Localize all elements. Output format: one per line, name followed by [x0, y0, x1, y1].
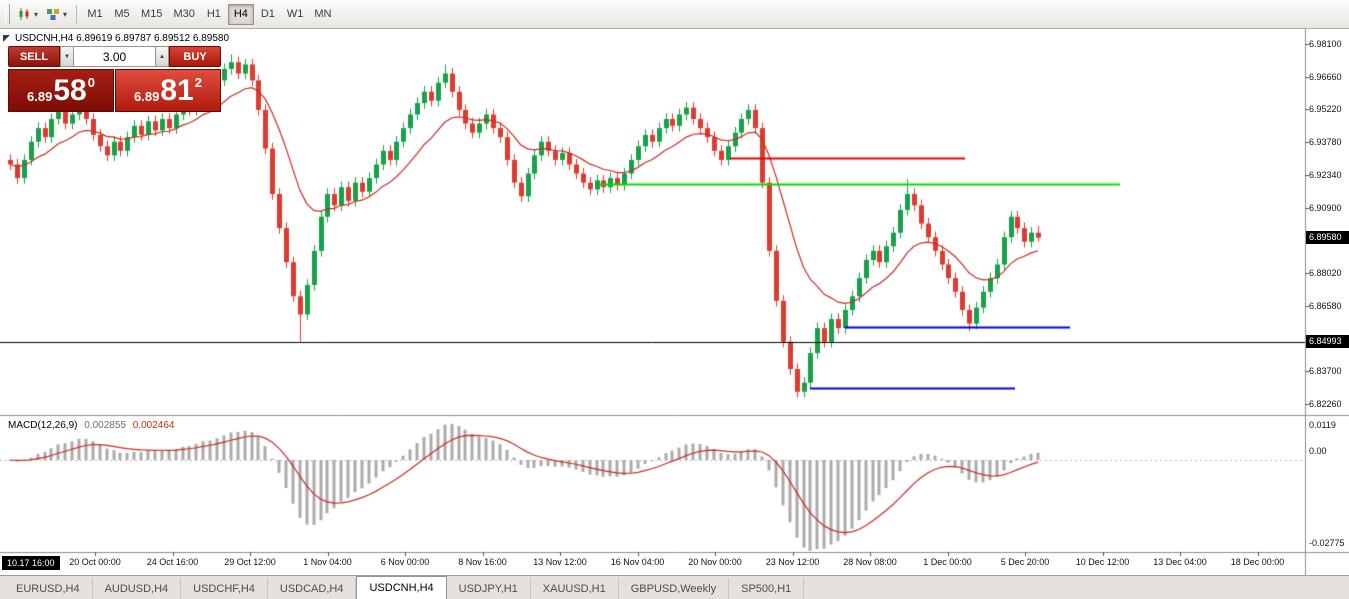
indicators-icon	[47, 8, 60, 20]
sell-price-button[interactable]: 6.89 58 0	[8, 69, 114, 112]
chart-window: USDCNH,H4 6.89619 6.89787 6.89512 6.8958…	[0, 29, 1349, 575]
price-axis-label: 6.90900	[1309, 202, 1342, 213]
timeframe-buttons-group: M1 M5 M15 M30 H1 H4 D1 W1 MN	[82, 3, 336, 25]
price-axis-label: 6.83700	[1309, 366, 1342, 377]
buy-price-button[interactable]: 6.89 81 2	[115, 69, 221, 112]
current-price-tag: 6.89580	[1306, 231, 1349, 244]
time-axis-label: 20 Oct 00:00	[69, 557, 121, 567]
macd-indicator-label: MACD(12,26,9) 0.002855 0.002464	[8, 420, 174, 431]
trade-panel-controls-row: SELL ▼ 3.00 ▲ BUY	[8, 46, 221, 67]
timeframe-m5-button[interactable]: M5	[114, 8, 130, 20]
chart-tab-gbpusd[interactable]: GBPUSD,Weekly	[619, 578, 730, 599]
macd-main-value: 0.002855	[84, 420, 126, 431]
timeframe-d1-button[interactable]: D1	[260, 8, 275, 20]
price-axis-label: 6.82260	[1309, 399, 1342, 410]
time-axis-label: 1 Dec 00:00	[923, 557, 972, 567]
price-axis-label: 6.98100	[1309, 39, 1342, 49]
toolbar-grip[interactable]	[5, 4, 10, 24]
macd-axis-label-zero: 0.00	[1309, 446, 1327, 456]
chart-tabs-bar: EURUSD,H4 AUDUSD,H4 USDCHF,H4 USDCAD,H4 USDC…	[0, 575, 1349, 599]
volume-decrease-button[interactable]: ▼	[60, 46, 74, 67]
buy-price-main: 81	[160, 73, 194, 107]
chart-type-button[interactable]: ▾	[13, 3, 42, 26]
sell-price-pip: 0	[87, 75, 95, 90]
candlestick-chart-icon	[19, 7, 29, 20]
timeframe-mn-button[interactable]: MN	[314, 8, 332, 20]
time-axis-label: 6 Nov 00:00	[380, 557, 430, 567]
timeframes-toolbar: ▾ ▾ M1 M5 M15 M30 H1 H4 D1 W1 MN	[0, 0, 1349, 29]
time-axis-label: 13 Nov 12:00	[533, 557, 587, 567]
chart-tab-usdcnh[interactable]: USDCNH,H4	[356, 576, 447, 599]
time-axis-highlight: 10.17 16:00	[2, 556, 60, 570]
chart-tab-usdjpy[interactable]: USDJPY,H1	[447, 578, 531, 599]
time-axis-label: 28 Nov 08:00	[843, 557, 897, 567]
toolbar-separator	[76, 4, 78, 24]
sell-price-main: 58	[53, 73, 87, 107]
price-axis-label: 6.93780	[1309, 137, 1342, 148]
buy-price-pip: 2	[194, 75, 202, 90]
chart-tab-usdcad[interactable]: USDCAD,H4	[268, 578, 357, 599]
one-click-panel-toggle-icon[interactable]	[3, 35, 10, 42]
sell-button[interactable]: SELL	[8, 46, 60, 67]
chevron-down-icon: ▾	[63, 9, 68, 19]
timeframe-h1-button[interactable]: H1	[206, 8, 221, 20]
timeframe-m15-button[interactable]: M15	[141, 8, 163, 20]
buy-price-prefix: 6.89	[134, 89, 160, 104]
trade-panel-prices-row: 6.89 58 0 6.89 81 2	[8, 69, 221, 112]
timeframe-m30-button[interactable]: M30	[173, 8, 195, 20]
timeframe-w1-button[interactable]: W1	[286, 8, 304, 20]
chart-canvas[interactable]	[0, 29, 1349, 575]
price-axis-label: 6.95220	[1309, 104, 1342, 115]
macd-axis-label-bottom: -0.02775	[1309, 538, 1345, 548]
macd-axis-label-top: 0.0119	[1309, 420, 1336, 430]
timeframe-h4-button[interactable]: H4	[227, 3, 254, 25]
price-axis-label: 6.96660	[1309, 71, 1342, 82]
price-axis-label: 6.86580	[1309, 300, 1342, 311]
chart-title: USDCNH,H4 6.89619 6.89787 6.89512 6.8958…	[15, 33, 230, 44]
time-axis-label: 23 Nov 12:00	[765, 557, 820, 567]
level-price-tag: 6.84993	[1306, 335, 1349, 348]
time-axis-label: 13 Dec 04:00	[1153, 557, 1207, 567]
chart-tab-xauusd[interactable]: XAUUSD,H1	[531, 578, 619, 599]
time-axis-label: 8 Nov 16:00	[458, 557, 507, 567]
price-axis-label: 6.88020	[1309, 268, 1342, 279]
sell-price-prefix: 6.89	[27, 89, 53, 104]
macd-name: MACD(12,26,9)	[8, 420, 78, 431]
timeframe-m1-button[interactable]: M1	[87, 8, 103, 20]
indicators-button[interactable]: ▾	[42, 3, 71, 26]
time-axis-label: 18 Dec 00:00	[1230, 557, 1285, 567]
chevron-down-icon: ▾	[34, 9, 39, 19]
volume-increase-button[interactable]: ▲	[155, 46, 169, 67]
volume-input[interactable]: 3.00	[74, 46, 155, 67]
time-axis[interactable]: 20 Oct 00:00 24 Oct 16:00 29 Oct 12:00 1 No…	[0, 552, 1305, 575]
time-axis-label: 10 Dec 12:00	[1075, 557, 1130, 567]
macd-signal-value: 0.002464	[132, 420, 175, 431]
time-axis-label: 1 Nov 04:00	[303, 557, 352, 567]
chart-tab-audusd[interactable]: AUDUSD,H4	[93, 578, 182, 599]
chart-tab-sp500[interactable]: SP500,H1	[729, 578, 805, 599]
buy-button[interactable]: BUY	[169, 46, 221, 67]
time-axis-label: 5 Dec 20:00	[1000, 557, 1050, 567]
price-axis[interactable]: 6.98100 6.96660 6.95220 6.93780 6.92340 6.909…	[1306, 29, 1349, 552]
chart-tab-eurusd[interactable]: EURUSD,H4	[4, 578, 93, 599]
time-axis-label: 20 Nov 00:00	[688, 557, 742, 567]
time-axis-label: 29 Oct 12:00	[224, 557, 276, 567]
chart-tab-usdchf[interactable]: USDCHF,H4	[181, 578, 268, 599]
time-axis-label: 24 Oct 16:00	[146, 557, 199, 567]
time-axis-label: 16 Nov 04:00	[610, 557, 665, 567]
price-axis-label: 6.92340	[1309, 169, 1342, 180]
one-click-trading-panel: SELL ▼ 3.00 ▲ BUY 6.89 58 0 6.89 81 2	[8, 46, 221, 112]
